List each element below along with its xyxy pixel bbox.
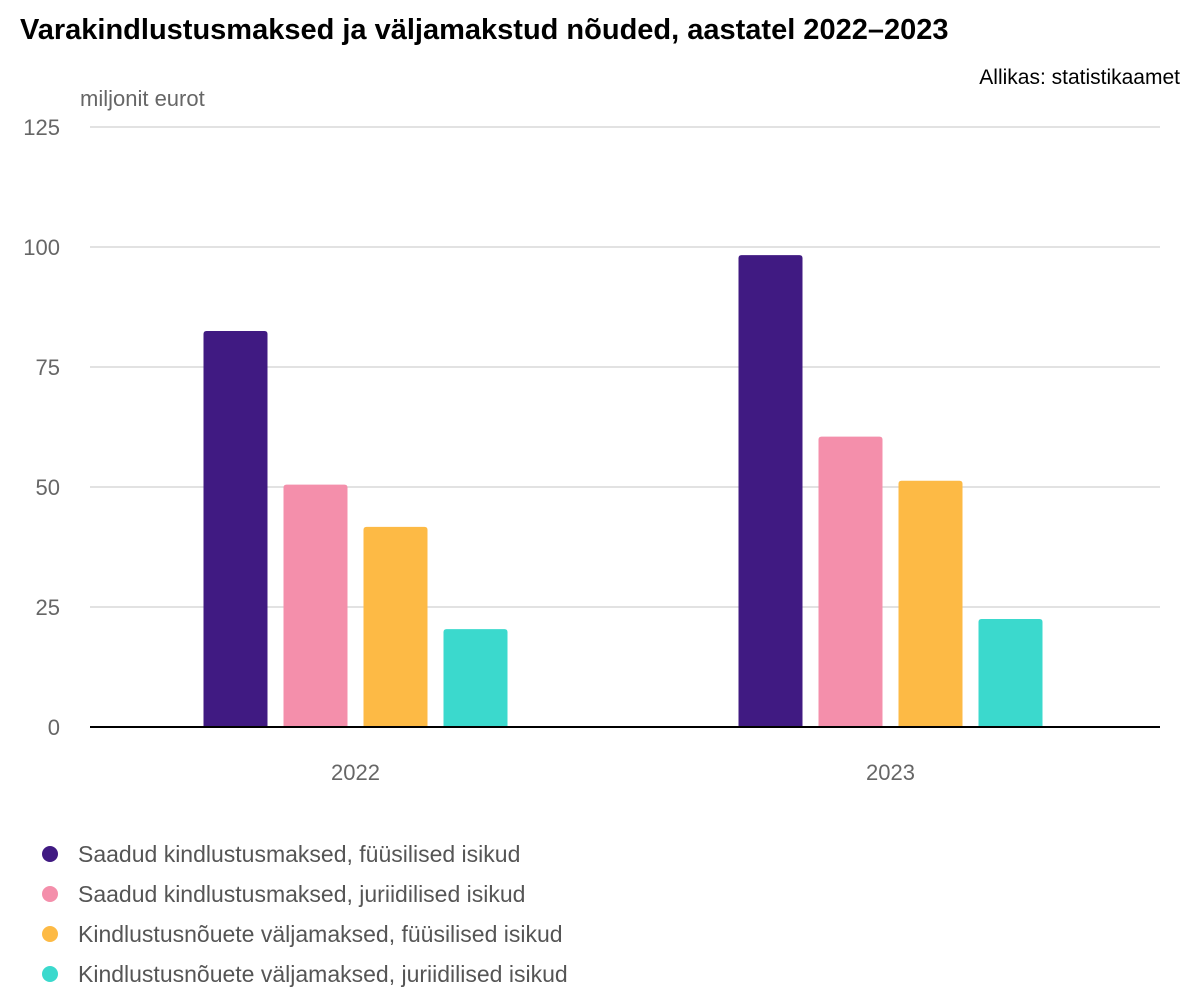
legend-marker [42, 846, 58, 862]
legend-item: Kindlustusnõuete väljamaksed, juriidilis… [42, 954, 568, 994]
legend-marker [42, 886, 58, 902]
y-axis-unit-label: miljonit eurot [80, 86, 205, 111]
bar [203, 331, 268, 727]
bar-chart: 0 25 50 75 100 125 2022 2023 [23, 115, 1160, 785]
bar [898, 480, 963, 727]
y-tick-label: 100 [23, 235, 60, 260]
legend-item: Saadud kindlustusmaksed, füüsilised isik… [42, 834, 568, 874]
y-tick-label: 0 [48, 715, 60, 740]
legend-item: Kindlustusnõuete väljamaksed, füüsilised… [42, 914, 568, 954]
x-tick-label: 2022 [331, 760, 380, 785]
x-axis-ticks: 2022 2023 [331, 760, 915, 785]
y-tick-label: 125 [23, 115, 60, 140]
legend-label: Kindlustusnõuete väljamaksed, füüsilised… [78, 920, 563, 947]
legend-label: Saadud kindlustusmaksed, juriidilised is… [78, 880, 526, 907]
y-axis-ticks: 0 25 50 75 100 125 [23, 115, 60, 740]
legend-item: Saadud kindlustusmaksed, juriidilised is… [42, 874, 568, 914]
bar [363, 526, 428, 727]
chart-title: Varakindlustusmaksed ja väljamakstud nõu… [20, 14, 949, 46]
legend: Saadud kindlustusmaksed, füüsilised isik… [42, 834, 568, 994]
source-note: Allikas: statistikaamet [979, 66, 1180, 89]
y-tick-label: 50 [36, 475, 60, 500]
bars [90, 255, 1160, 728]
legend-label: Kindlustusnõuete väljamaksed, juriidilis… [78, 960, 568, 987]
legend-marker [42, 966, 58, 982]
bar [738, 255, 803, 727]
legend-label: Saadud kindlustusmaksed, füüsilised isik… [78, 840, 521, 867]
bar [283, 484, 348, 727]
bar [443, 629, 508, 727]
bar [978, 619, 1043, 727]
y-tick-label: 25 [36, 595, 60, 620]
y-tick-label: 75 [36, 355, 60, 380]
legend-marker [42, 926, 58, 942]
x-tick-label: 2023 [866, 760, 915, 785]
gridlines [90, 126, 1160, 608]
bar [818, 436, 883, 727]
